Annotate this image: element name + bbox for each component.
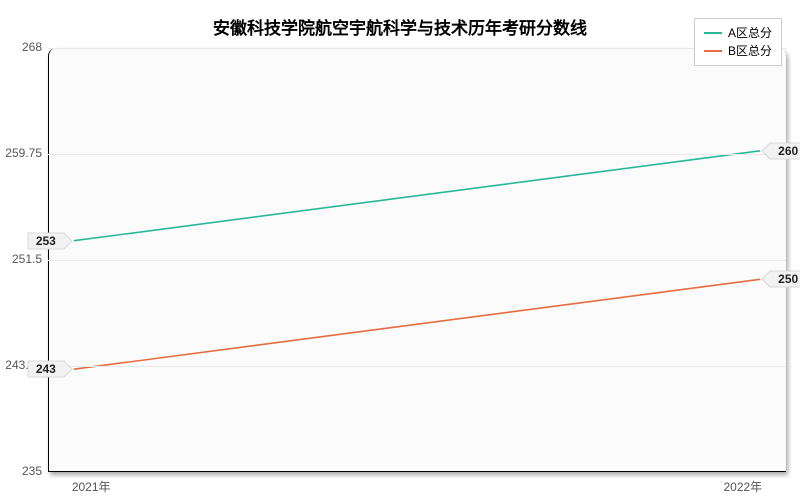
legend-label-b: B区总分: [728, 42, 772, 60]
legend-swatch-b: [704, 50, 722, 52]
series-line: [74, 151, 760, 241]
x-tick-label: 2021年: [72, 478, 111, 495]
data-point-label: 253: [26, 231, 66, 251]
y-tick-label: 259.75: [5, 146, 42, 160]
data-point-label: 243: [26, 359, 66, 379]
legend-label-a: A区总分: [728, 24, 772, 42]
chart-lines: [0, 0, 800, 500]
gridline: [48, 260, 786, 261]
legend: A区总分 B区总分: [694, 18, 782, 66]
y-tick-label: 268: [22, 40, 42, 54]
legend-item-a: A区总分: [704, 24, 772, 42]
gridline: [48, 154, 786, 155]
data-point-label: 250: [760, 269, 800, 289]
x-tick-label: 2022年: [723, 478, 762, 495]
gridline: [48, 48, 786, 49]
legend-swatch-a: [704, 32, 722, 34]
y-tick-label: 235: [22, 464, 42, 478]
y-tick-label: 251.5: [12, 252, 42, 266]
series-line: [74, 279, 760, 369]
legend-item-b: B区总分: [704, 42, 772, 60]
chart-container: 安徽科技学院航空宇航科学与技术历年考研分数线 235243.25251.5259…: [0, 0, 800, 500]
gridline: [48, 366, 786, 367]
data-point-label: 260: [760, 141, 800, 161]
